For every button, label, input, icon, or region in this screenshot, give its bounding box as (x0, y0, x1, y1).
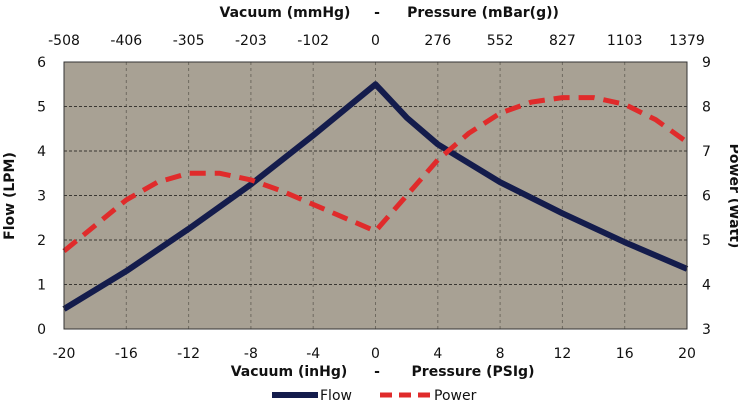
top-axis-right-label: Pressure (mBar(g)) (407, 5, 559, 21)
top-tick-label: 276 (424, 33, 451, 49)
top-axis-separator: - (374, 5, 380, 21)
left-tick-labels: 0 1 2 3 4 5 6 (37, 55, 46, 338)
right-tick-label: 3 (702, 322, 711, 338)
bottom-tick-label: -4 (306, 346, 320, 362)
top-tick-label: 552 (487, 33, 514, 49)
plot-border (63, 61, 688, 330)
right-tick-labels: 3 4 5 6 7 8 9 (702, 55, 711, 338)
legend: Flow Power (272, 388, 477, 404)
bottom-axis-left-label: Vacuum (inHg) (231, 364, 348, 380)
top-tick-label: -102 (297, 33, 329, 49)
grid (64, 62, 687, 329)
left-tick-label: 3 (37, 189, 46, 205)
bottom-tick-label: 16 (616, 346, 634, 362)
left-tick-label: 6 (37, 55, 46, 71)
top-tick-label: 1103 (607, 33, 643, 49)
bottom-axis-separator: - (374, 364, 380, 380)
top-tick-label: 0 (371, 33, 380, 49)
bottom-tick-label: 8 (496, 346, 505, 362)
right-tick-label: 8 (702, 100, 711, 116)
series-line-power (62, 95, 689, 254)
bottom-tick-label: 4 (433, 346, 442, 362)
right-tick-label: 7 (702, 144, 711, 160)
legend-flow-label: Flow (320, 388, 352, 404)
bottom-tick-labels: -20 -16 -12 -8 -4 0 4 8 12 16 20 (53, 346, 696, 362)
right-tick-label: 6 (702, 189, 711, 205)
bottom-tick-label: -12 (177, 346, 200, 362)
top-tick-labels: -508 -406 -305 -203 -102 0 276 552 827 1103 1379 (48, 33, 705, 49)
top-tick-label: -508 (48, 33, 80, 49)
left-tick-label: 5 (37, 100, 46, 116)
legend-power-label: Power (434, 388, 477, 404)
series-layer (62, 81, 689, 312)
right-tick-label: 9 (702, 55, 711, 71)
bottom-tick-label: -16 (115, 346, 138, 362)
bottom-tick-label: 12 (553, 346, 571, 362)
left-tick-label: 4 (37, 144, 46, 160)
bottom-tick-label: -20 (53, 346, 76, 362)
right-tick-label: 4 (702, 278, 711, 294)
left-tick-label: 2 (37, 233, 46, 249)
bottom-axis-right-label: Pressure (PSIg) (412, 364, 535, 380)
right-axis-label: Power (Watt) (726, 144, 738, 249)
series-line-flow (62, 81, 689, 312)
bottom-tick-label: 20 (678, 346, 696, 362)
top-tick-label: -305 (173, 33, 205, 49)
bottom-tick-label: 0 (371, 346, 380, 362)
left-tick-label: 1 (37, 278, 46, 294)
top-axis-left-label: Vacuum (mmHg) (220, 5, 351, 21)
right-tick-label: 5 (702, 233, 711, 249)
top-tick-label: 1379 (669, 33, 705, 49)
top-tick-label: 827 (549, 33, 576, 49)
bottom-tick-label: -8 (244, 346, 258, 362)
top-tick-label: -406 (110, 33, 142, 49)
top-tick-label: -203 (235, 33, 267, 49)
left-axis-label: Flow (LPM) (2, 152, 18, 240)
left-tick-label: 0 (37, 322, 46, 338)
